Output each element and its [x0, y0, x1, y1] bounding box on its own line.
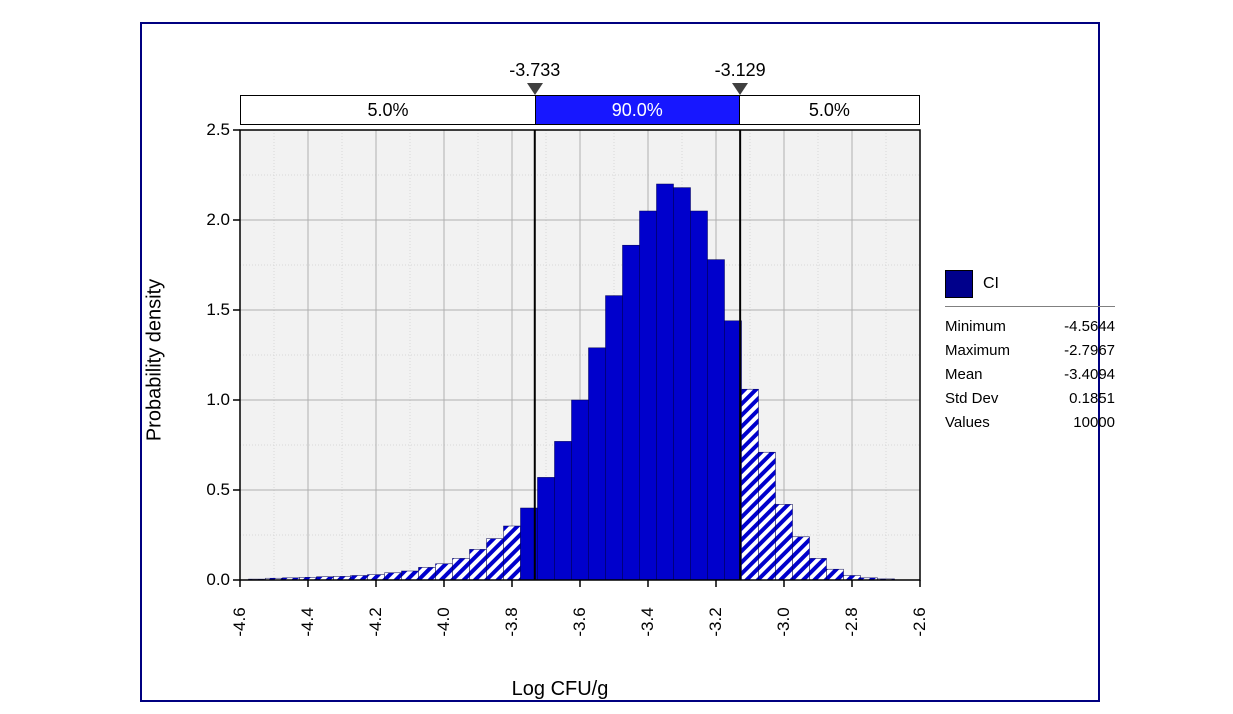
stat-value: -4.5644: [1064, 315, 1115, 339]
stat-value: -2.7967: [1064, 339, 1115, 363]
stat-value: 10000: [1073, 411, 1115, 435]
legend-item: CI: [945, 270, 1115, 304]
stat-value: -3.4094: [1064, 363, 1115, 387]
stat-label: Values: [945, 411, 990, 435]
stat-label: Minimum: [945, 315, 1006, 339]
x-tick-label: -2.8: [842, 607, 862, 636]
legend-panel: CI Minimum -4.5644 Maximum -2.7967 Mean -3.40…: [945, 270, 1115, 435]
x-tick-label: -4.0: [434, 607, 454, 636]
stat-row: Maximum -2.7967: [945, 339, 1115, 363]
stat-row: Minimum -4.5644: [945, 315, 1115, 339]
legend-swatch-icon: [945, 270, 973, 298]
stat-value: 0.1851: [1069, 387, 1115, 411]
confidence-interval-bar: 5.0% 90.0% 5.0%: [240, 95, 920, 125]
x-tick-label: -2.6: [910, 607, 930, 636]
stat-label: Maximum: [945, 339, 1010, 363]
x-tick-label: -3.2: [706, 607, 726, 636]
stat-label: Std Dev: [945, 387, 998, 411]
y-tick-label: 2.0: [200, 210, 230, 230]
stat-row: Std Dev 0.1851: [945, 387, 1115, 411]
y-tick-label: 1.0: [200, 390, 230, 410]
ci-lower-marker-icon[interactable]: [527, 83, 543, 95]
ci-upper-marker-icon[interactable]: [732, 83, 748, 95]
chart-frame: 5.0% 90.0% 5.0% -3.733 -3.129 Probabilit…: [0, 0, 1233, 714]
x-tick-label: -4.2: [366, 607, 386, 636]
ci-right-tail: 5.0%: [740, 96, 919, 124]
x-tick-label: -3.0: [774, 607, 794, 636]
stat-row: Values 10000: [945, 411, 1115, 435]
ci-lower-label: -3.733: [509, 60, 560, 81]
legend-label: CI: [983, 275, 999, 293]
x-tick-label: -3.4: [638, 607, 658, 636]
x-axis-label: Log CFU/g: [512, 678, 609, 701]
y-tick-label: 0.0: [200, 570, 230, 590]
stats-box: Minimum-4.5644Maximum-2.7967Mean-3.4094S…: [945, 315, 1115, 435]
legend-separator: [945, 306, 1115, 307]
x-tick-label: -3.8: [502, 607, 522, 636]
ci-upper-label: -3.129: [715, 60, 766, 81]
ci-middle: 90.0%: [535, 96, 740, 124]
ci-left-tail: 5.0%: [241, 96, 535, 124]
stat-row: Mean -3.4094: [945, 363, 1115, 387]
stat-label: Mean: [945, 363, 983, 387]
x-tick-label: -4.6: [230, 607, 250, 636]
y-tick-label: 1.5: [200, 300, 230, 320]
x-tick-label: -3.6: [570, 607, 590, 636]
x-tick-label: -4.4: [298, 607, 318, 636]
y-tick-label: 2.5: [200, 120, 230, 140]
y-axis-label: Probability density: [144, 279, 167, 441]
y-tick-label: 0.5: [200, 480, 230, 500]
